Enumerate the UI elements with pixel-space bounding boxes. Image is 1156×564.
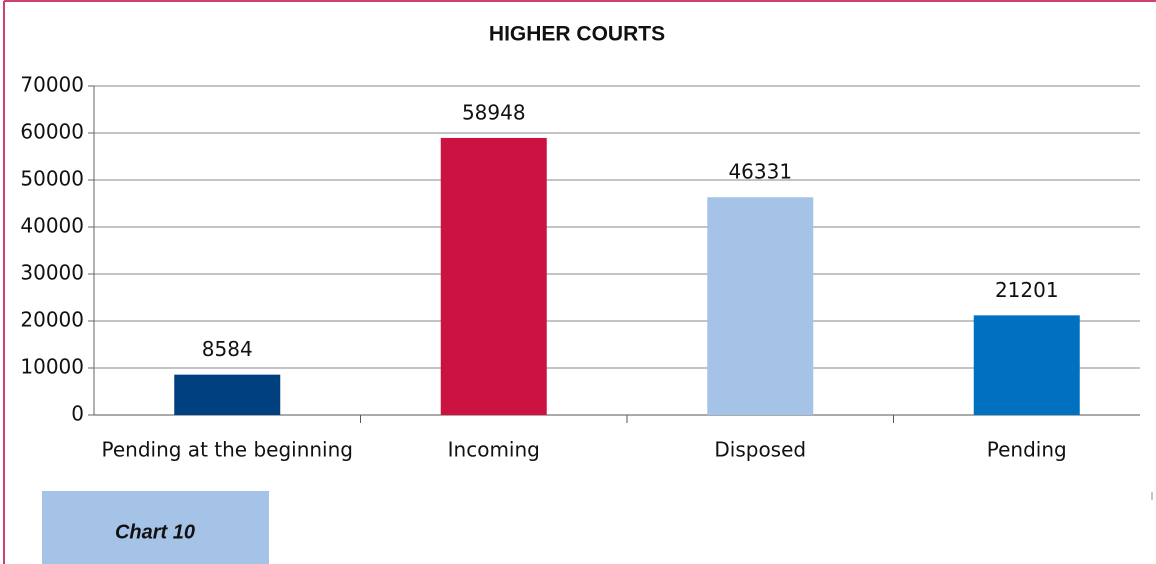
y-tick-label: 20000 <box>20 308 84 332</box>
bar <box>973 315 1080 415</box>
caption: Chart 10 <box>115 521 195 543</box>
x-tick-label: Disposed <box>714 438 806 462</box>
value-label: 46331 <box>728 160 792 184</box>
x-tick-label: Incoming <box>448 438 540 462</box>
x-tick-label: Pending <box>987 438 1067 462</box>
y-tick-label: 0 <box>71 402 84 426</box>
value-label: 21201 <box>995 278 1059 302</box>
x-tick-label: Pending at the beginning <box>102 438 353 462</box>
y-tick-label: 60000 <box>20 120 84 144</box>
y-tick-label: 10000 <box>20 355 84 379</box>
value-label: 8584 <box>202 337 253 361</box>
chart-title: HIGHER COURTS <box>489 23 665 46</box>
value-label: 58948 <box>462 100 526 124</box>
y-tick-label: 70000 <box>20 73 84 97</box>
y-tick-label: 50000 <box>20 167 84 191</box>
bar <box>174 374 281 415</box>
y-tick-label: 40000 <box>20 214 84 238</box>
y-tick-label: 30000 <box>20 261 84 285</box>
bar <box>440 137 547 415</box>
bar <box>707 197 814 415</box>
caption-box <box>42 491 269 564</box>
